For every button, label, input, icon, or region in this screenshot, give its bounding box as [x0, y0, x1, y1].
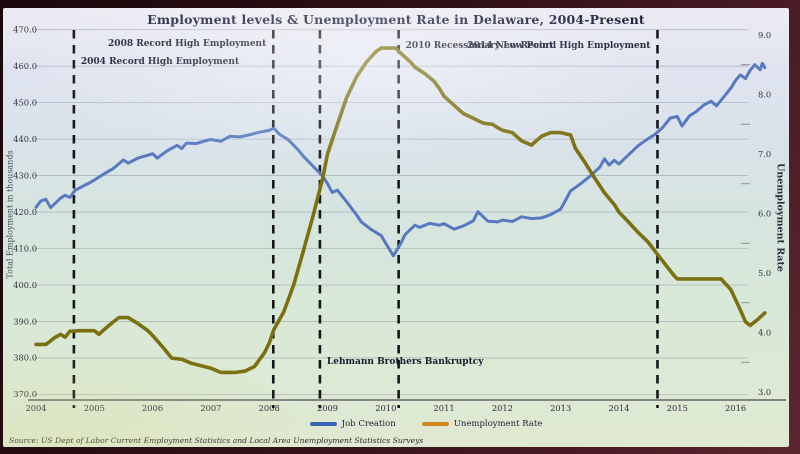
- source-note: Source: US Dept of Labor Current Employm…: [9, 436, 424, 445]
- x-axis-tick: 2010: [375, 403, 396, 413]
- job-creation-line: [34, 61, 767, 258]
- event-annotation: 2008 Record High Employment: [108, 39, 267, 49]
- right-axis-tick: 5.0: [758, 268, 771, 278]
- right-axis-tick: 9.0: [758, 30, 771, 40]
- right-axis-title: Unemployment Rate: [774, 163, 786, 272]
- legend-label: Job Creation: [341, 419, 396, 429]
- x-axis-tick: 2011: [434, 403, 455, 413]
- x-axis-tick: 2005: [84, 403, 105, 413]
- right-axis-tick: 8.0: [758, 89, 771, 99]
- right-axis-tick: 7.0: [758, 149, 771, 159]
- job-creation-line-swatch: [309, 422, 337, 426]
- x-axis-tick: 2008: [259, 403, 280, 413]
- left-axis-tick: 410.0: [13, 243, 37, 253]
- left-axis-tick: 470.0: [13, 25, 37, 35]
- chart-title: Employment levels & Unemployment Rate in…: [147, 12, 645, 27]
- left-axis-tick: 380.0: [13, 353, 37, 363]
- left-axis-tick: 390.0: [13, 316, 37, 326]
- x-axis-tick: 2004: [25, 403, 46, 413]
- x-axis-tick: 2012: [492, 403, 513, 413]
- slide: Employment levels & Unemployment Rate in…: [3, 8, 789, 447]
- unemployment-rate-line: [34, 46, 767, 375]
- x-axis-tick: 2016: [725, 403, 746, 413]
- unemployment-rate-line-swatch: [421, 422, 449, 426]
- x-axis-tick: 2015: [667, 403, 688, 413]
- right-axis-tick: 3.0: [758, 387, 771, 397]
- left-axis-tick: 400.0: [13, 280, 37, 290]
- event-annotation: 2014 New Record High Employment: [467, 41, 651, 51]
- left-axis-tick: 420.0: [13, 207, 37, 217]
- legend-item-unemployment-rate: Unemployment Rate: [421, 419, 543, 429]
- event-annotation: 2004 Record High Employment: [81, 57, 240, 67]
- legend-item-job-creation: Job Creation: [309, 419, 396, 429]
- legend-label: Unemployment Rate: [453, 419, 543, 429]
- event-annotation: Lehmann Brothers Bankruptcy: [327, 357, 484, 367]
- left-axis-tick: 430.0: [13, 170, 37, 180]
- left-axis-tick: 440.0: [13, 134, 37, 144]
- x-axis-tick: 2009: [317, 403, 338, 413]
- employment-unemployment-chart: 370.0 380.0 390.0 400.0 410.0 420.0 430.0 440.0…: [13, 25, 786, 413]
- legend: Job Creation Unemployment Rate: [33, 419, 789, 429]
- x-axis-tick: 2013: [550, 403, 571, 413]
- x-axis-tick: 2014: [608, 403, 629, 413]
- left-axis-title: Total Employment in thousands: [5, 150, 15, 279]
- x-axis-tick: 2006: [142, 403, 163, 413]
- left-axis-tick: 460.0: [13, 61, 37, 71]
- right-axis-tick: 6.0: [758, 208, 771, 218]
- event-annotation: 2010 Recessionary Low Point: [406, 41, 554, 51]
- left-axis-tick: 450.0: [13, 97, 37, 107]
- right-axis-tick: 4.0: [758, 327, 771, 337]
- x-axis-tick: 2007: [200, 403, 221, 413]
- left-axis-tick: 370.0: [13, 389, 37, 399]
